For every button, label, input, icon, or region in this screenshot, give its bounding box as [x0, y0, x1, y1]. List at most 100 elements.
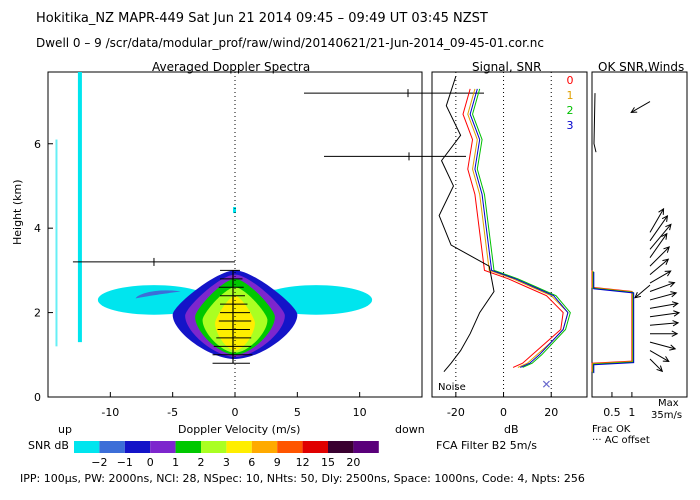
legend-entry-1: 1 — [567, 89, 574, 102]
wind-arrow-shaft — [630, 101, 651, 113]
y-tick-label: 0 — [34, 391, 41, 404]
colorbar-tick-label: −1 — [117, 456, 133, 469]
snr-series-3 — [469, 88, 569, 368]
colorbar-label: SNR dB — [28, 439, 69, 452]
winds-panel-title: OK SNR,Winds — [598, 60, 685, 74]
colorbar-cell — [175, 441, 201, 453]
x-tick-label: 5 — [294, 406, 301, 419]
y-tick-label: 2 — [34, 307, 41, 320]
frac-ok-line-2 — [592, 271, 634, 373]
colorbar-tick-label: 12 — [296, 456, 310, 469]
snr-panel-title: Signal, SNR — [472, 60, 542, 74]
max-label: Max — [658, 398, 679, 409]
colorbar-cell — [353, 441, 379, 453]
wind-arrow-shaft — [649, 246, 670, 267]
wind-arrow-shaft — [649, 358, 663, 372]
wind-arrow-shaft — [649, 322, 679, 326]
chart-title-line2: Dwell 0 – 9 /scr/data/modular_prof/raw/w… — [36, 36, 544, 50]
wind-arrow-head — [634, 291, 641, 299]
snr-x-tick-label: -20 — [447, 406, 465, 419]
x-tick-label: -10 — [101, 406, 119, 419]
spectra-speck — [233, 207, 236, 214]
wind-arrow-head — [661, 215, 669, 222]
wind-arrow-head — [670, 291, 678, 298]
colorbar-tick-label: −2 — [91, 456, 107, 469]
wind-arrow-shaft — [649, 341, 676, 350]
frac-ok-label: Frac OK — [592, 424, 631, 435]
legend-entry-3: 3 — [567, 119, 574, 132]
wind-arrow-head — [662, 258, 670, 265]
wind-arrow-head — [671, 330, 679, 337]
colorbar-cell — [99, 441, 125, 453]
wind-arrow-shaft — [649, 282, 675, 292]
max-value: 35m/s — [651, 410, 683, 421]
snr-marker-x: ✕ — [541, 377, 551, 391]
snr-series-1 — [467, 88, 569, 368]
wind-arrow-head — [656, 365, 664, 373]
colorbar-tick-label: 15 — [321, 456, 335, 469]
y-tick-label: 4 — [34, 222, 41, 235]
colorbar-tick-label: 9 — [274, 456, 281, 469]
legend-entry-2: 2 — [567, 104, 574, 117]
wind-arrow-head — [663, 246, 670, 253]
spectra-faint-stripe — [55, 139, 58, 347]
snr-x-tick-label: 0 — [500, 406, 507, 419]
snr-series-2 — [472, 88, 571, 368]
spectra-clutter-stripe — [77, 72, 82, 343]
x-tick-label: -5 — [167, 406, 178, 419]
wind-arrow-shaft — [649, 208, 665, 233]
spectra-contour-5 — [215, 295, 255, 351]
colorbar-cell — [328, 441, 354, 453]
wind-arrow-shaft — [649, 258, 669, 275]
snr-series-0 — [462, 88, 564, 368]
wind-arrow-head — [658, 207, 665, 215]
legend-entry-0: 0 — [567, 74, 574, 87]
colorbar-tick-label: 3 — [223, 456, 230, 469]
y-tick-label: 6 — [34, 138, 41, 151]
snr-x-label: dB — [504, 423, 519, 436]
x-end-label-down: down — [395, 423, 425, 436]
winds-x-tick-label: 1 — [628, 406, 635, 419]
colorbar-tick-label: 2 — [198, 456, 205, 469]
wind-arrow-shaft — [649, 233, 668, 259]
spectra-panel-title: Averaged Doppler Spectra — [152, 60, 311, 74]
wind-arrow-head — [673, 310, 681, 317]
wind-arrow-shaft — [649, 312, 680, 318]
wind-arrow-head — [668, 281, 676, 288]
wind-arrow-shaft — [649, 215, 668, 242]
x-tick-label: 0 — [232, 406, 239, 419]
noise-label: Noise — [438, 382, 466, 393]
footer-parameters: IPP: 100µs, PW: 2000ns, NCI: 28, NSpec: … — [20, 472, 585, 485]
frac-ok-line-0 — [591, 270, 633, 372]
panel-frame-1 — [431, 71, 588, 398]
wind-arrow-shaft — [634, 284, 651, 299]
wind-arrow-head — [664, 270, 672, 277]
x-tick-label: 10 — [353, 406, 367, 419]
frac-ok-line-3 — [593, 271, 635, 374]
colorbar-cell — [277, 441, 303, 453]
wind-arrow-shaft — [649, 224, 672, 250]
wind-arrow-head — [669, 344, 677, 351]
wind-arrow-head — [672, 320, 680, 327]
colorbar-cell — [302, 441, 328, 453]
frac-ok-line-1 — [592, 270, 633, 373]
wind-arrow-head — [630, 107, 638, 113]
colorbar-cell — [124, 441, 151, 453]
wind-arrow-head — [662, 356, 670, 362]
colorbar-cell — [74, 441, 100, 453]
wind-arrow-shaft — [649, 270, 671, 284]
colorbar-cell — [226, 441, 252, 453]
panel-frame-2 — [591, 71, 688, 398]
colorbar-tick-label: 6 — [248, 456, 255, 469]
colorbar-cell — [251, 441, 278, 453]
colorbar-tick-label: 0 — [147, 456, 154, 469]
snr-x-tick-label: 20 — [544, 406, 558, 419]
snr-series-noise — [438, 76, 495, 372]
winds-x-tick-label: 0.5 — [603, 406, 621, 419]
wind-arrow-head — [661, 232, 668, 240]
chart-title-line1: Hokitika_NZ MAPR-449 Sat Jun 21 2014 09:… — [36, 11, 488, 26]
wind-arrow-head — [665, 223, 672, 231]
x-end-label-up: up — [58, 423, 72, 436]
colorbar-cell — [201, 441, 227, 453]
